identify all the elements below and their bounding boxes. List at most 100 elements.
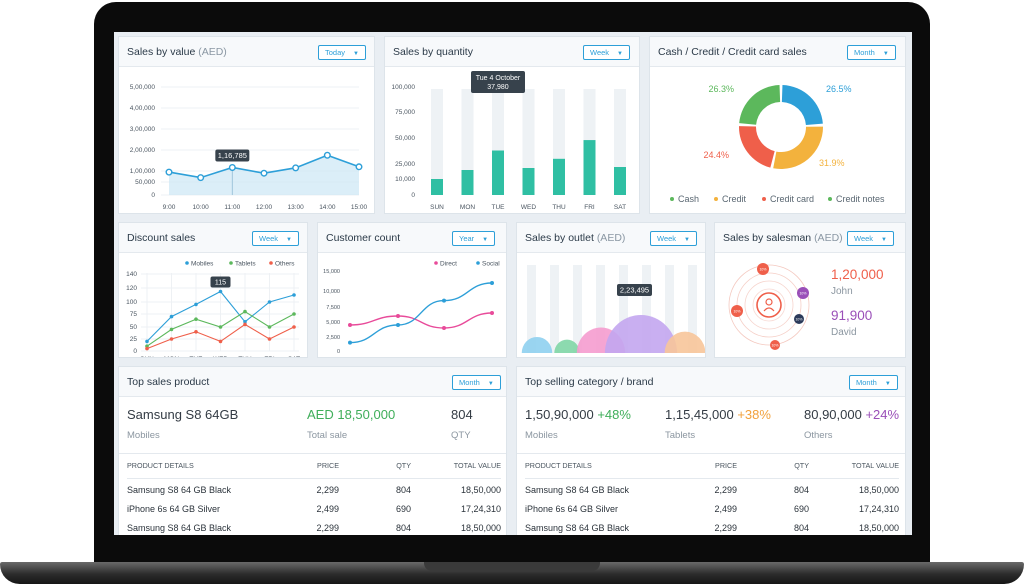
price-cell: 2,299 [714,523,737,533]
divider [119,453,506,454]
chevron-down-icon: ▼ [487,381,494,387]
panel-header: Sales by outlet (AED) Week ▼ [517,223,705,253]
x-tick-label: FRI [264,356,275,358]
tooltip-date: Tue 4 October [476,75,521,82]
data-point [355,163,363,171]
tooltip-box [210,276,231,288]
chevron-down-icon: ▼ [882,51,889,57]
table-row[interactable]: iPhone 6s 64 GB Silver 2,499 690 17,24,3… [525,497,899,516]
x-tick-label: SUN [430,204,444,211]
panel-header: Cash / Credit / Credit card sales Month ▼ [650,37,905,67]
bar [492,150,504,195]
y-tick-label: 75 [130,311,138,318]
ring [752,288,786,322]
product-cell: Samsung S8 64 GB Black [127,523,232,533]
data-point [292,293,296,297]
period-dropdown[interactable]: Week ▼ [583,45,630,60]
bar [522,168,535,195]
x-tick-label: MON [460,204,475,211]
period-dropdown[interactable]: Month ▼ [452,375,501,390]
legend-label: Others [275,261,295,268]
x-tick-label: 15:00 [351,204,368,211]
period-dropdown[interactable]: Year ▼ [452,231,496,246]
data-point [218,325,223,329]
x-tick-label: 14:00 [319,204,336,211]
donut-slice [739,85,781,125]
sales-by-quantity-chart: 100,000 75,000 50,000 25,000 10,000 0 SUN MON TU… [392,71,626,211]
y-tick-label: 100 [126,299,137,306]
period-dropdown[interactable]: Today ▼ [318,45,366,60]
period-dropdown[interactable]: Week ▼ [847,231,894,246]
top-product-name: Samsung S8 64GB [127,407,239,422]
salesman-bubble [797,287,809,299]
data-point [218,289,223,294]
data-point [292,312,296,316]
price-cell: 2,499 [316,504,339,514]
top-product-category: Mobiles [127,430,160,441]
price-cell: 2,499 [714,504,737,514]
bar [614,167,626,195]
data-point [442,298,446,303]
qty-cell: 690 [793,504,809,514]
tooltip-value: 37,980 [487,84,509,91]
top-salesman-name: John [831,286,853,297]
salesman-bubble [731,305,743,317]
x-tick-label: FRI [584,204,595,211]
sales-by-value-panel: Sales by value (AED) Today ▼ 5,00,000 4,00… [118,36,375,214]
period-dropdown[interactable]: Week ▼ [252,231,299,246]
chevron-down-icon: ▼ [617,51,623,57]
table-row[interactable]: iPhone 6s 64 GB Silver 2,499 690 17,24,3… [127,497,501,516]
x-tick-label: 2015 [392,357,404,358]
product-cell: Samsung S8 64 GB Black [127,485,232,496]
panel-header: Top sales product Month ▼ [119,367,506,397]
data-point [145,346,149,351]
legend-dot [229,261,233,265]
period-dropdown[interactable]: Month ▼ [847,45,896,60]
product-table: PRODUCT DETAILS PRICE QTY TOTAL VALUE Sa… [127,460,501,535]
column-header: PRICE [297,460,339,479]
panel-header: Sales by value (AED) Today ▼ [119,37,374,67]
laptop-notch [424,562,600,571]
table-row[interactable]: Samsung S8 64 GB Black 2,299 804 18,50,0… [525,478,899,497]
legend-dot [185,261,189,265]
table-row[interactable]: Samsung S8 64 GB Black 2,299 804 18,50,0… [127,478,501,497]
price-cell: 2,299 [714,485,737,496]
tooltip-value: 2,23,495 [620,286,649,295]
x-tick-label: THU [238,356,252,358]
tooltip-value: 115 [215,280,226,287]
discount-sales-chart: 140 120 100 75 50 25 0 Mobiles Tablets Others SUN M… [126,261,300,358]
data-point [145,339,149,344]
bar [461,170,474,195]
salesman-bubble-graphic: 10% 10% 10% 10% 10% [728,263,810,350]
slice-label: 26.5% [826,84,852,94]
chevron-down-icon: ▼ [881,237,887,243]
total-cell: 18,50,000 [858,523,899,533]
product-cell: Samsung S8 64 GB Black [525,485,630,496]
panel-title: Customer count [326,232,401,244]
y-tick-label: 2,500 [326,335,340,341]
period-dropdown[interactable]: Week ▼ [650,231,697,246]
column-header: PRODUCT DETAILS [127,460,297,479]
legend-dot [476,261,480,265]
second-salesman-value: 91,900 [831,308,873,323]
data-point [396,323,400,327]
panel-title: Discount sales [127,232,196,244]
cash-credit-panel: Cash / Credit / Credit card sales Month ▼… [649,36,906,214]
top-product-total-label: Total sale [307,430,348,441]
product-cell: iPhone 6s 64 GB Silver [127,504,221,514]
donut-slice [773,126,823,169]
table-row[interactable]: Samsung S8 64 GB Black 2,299 804 18,50,0… [525,516,899,535]
qty-cell: 804 [395,523,411,533]
y-tick-label: 140 [126,271,137,278]
bubble-label: 10% [799,292,806,296]
price-cell: 2,299 [316,485,339,496]
chevron-down-icon: ▼ [482,237,489,243]
table-row[interactable]: Samsung S8 64 GB Black 2,299 804 18,50,0… [127,516,501,535]
y-tick-label: 2,00,000 [130,147,156,154]
sales-by-salesman-panel: Sales by salesman (AED) Week ▼ 10% 10% 10% 1… [714,222,906,358]
qty-cell: 804 [793,523,809,533]
y-tick-label: 10,000 [395,176,415,183]
bar-track [596,265,605,353]
data-point [169,314,174,319]
period-dropdown[interactable]: Month ▼ [849,375,898,390]
